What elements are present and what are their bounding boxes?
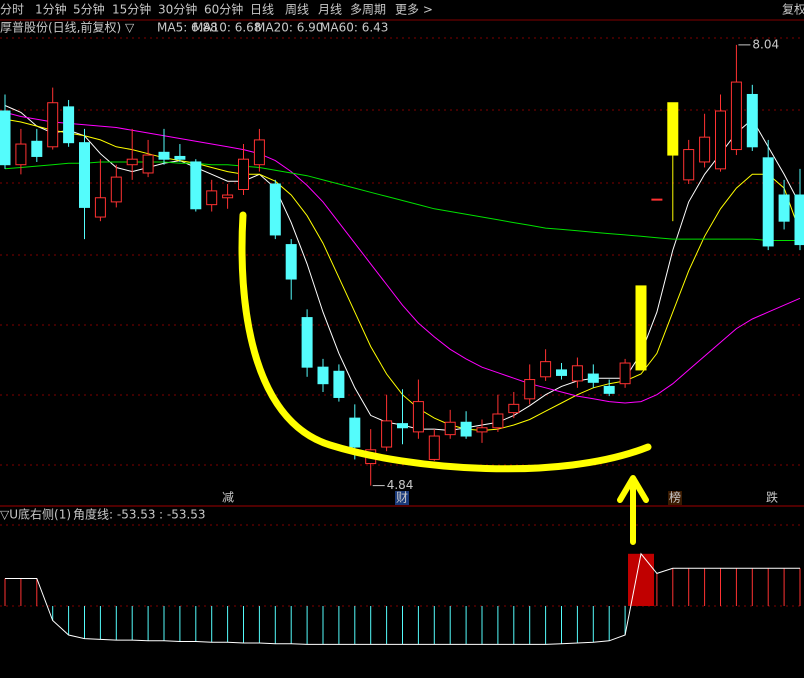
candle-body <box>333 370 345 398</box>
menu-item[interactable]: 多周期 <box>350 3 386 17</box>
candle-body <box>587 373 599 383</box>
candle-body <box>381 420 393 448</box>
candle-body <box>540 361 552 378</box>
candle-body <box>460 421 472 437</box>
candle-body <box>762 157 774 247</box>
candle-body <box>556 369 567 376</box>
menu-item[interactable]: 分时 <box>0 3 24 17</box>
candle-body <box>412 401 424 433</box>
menu-item[interactable]: 复权 <box>782 3 804 17</box>
menu-item[interactable]: 15分钟 <box>112 2 151 17</box>
candle-body <box>603 385 615 394</box>
menu-item[interactable]: 更多 > <box>395 3 433 17</box>
candle-body <box>110 176 122 203</box>
ma-label: MA20: 6.90 <box>255 21 323 35</box>
candle-body <box>349 417 361 448</box>
menu-item[interactable]: 1分钟 <box>35 2 67 17</box>
candle-body <box>651 198 663 201</box>
candle-body <box>746 93 758 148</box>
candle-body <box>238 158 249 190</box>
candle-body <box>699 136 711 163</box>
indicator-line <box>5 552 800 645</box>
candle-body <box>269 183 281 236</box>
candle-body <box>63 106 75 144</box>
high-label: 8.04 <box>752 37 779 51</box>
candle-body <box>0 110 11 166</box>
indicator-line-value: : -53.53 <box>159 508 206 522</box>
event-marker: 财 <box>396 491 408 505</box>
candle-body <box>301 317 313 368</box>
indicator-title: ▽U底右侧(1) <box>0 507 71 522</box>
candle-body <box>667 102 679 156</box>
low-label: 4.84 <box>387 478 414 492</box>
candle-body <box>253 139 265 166</box>
candle-body <box>794 194 804 246</box>
candle-body <box>317 366 329 385</box>
candle-body <box>715 110 726 170</box>
candle-body <box>126 158 138 166</box>
ma-label: MA10: 6.68 <box>193 21 261 35</box>
candle-body <box>635 285 647 371</box>
marker-badge <box>395 491 409 505</box>
menu-item[interactable]: 30分钟 <box>158 2 197 17</box>
event-marker: 榜 <box>669 490 681 505</box>
hand-drawn-curve <box>238 211 652 473</box>
candle-body <box>222 194 234 199</box>
candle-body <box>174 155 186 160</box>
candle-body <box>158 151 170 160</box>
menu-item[interactable]: 5分钟 <box>73 2 105 17</box>
ma-label: MA5: 6.88 <box>157 21 218 35</box>
ma-label: MA60: 6.43 <box>320 21 388 35</box>
ma-line <box>4 111 801 404</box>
candle-body <box>15 143 27 166</box>
indicator-line-label: 角度线: -53.53 <box>73 507 156 522</box>
hand-drawn-arrow <box>617 475 649 545</box>
candle-body <box>730 81 742 151</box>
candle-body <box>524 379 536 400</box>
candle-body <box>206 190 218 206</box>
candle-body <box>397 423 408 429</box>
candle-body <box>79 142 90 208</box>
candle-body <box>47 102 59 148</box>
menu-item[interactable]: 月线 <box>318 3 342 17</box>
candle-body <box>778 194 790 222</box>
candle-body <box>444 421 456 436</box>
candle-body <box>492 413 504 429</box>
candle-body <box>428 435 440 460</box>
candle-body <box>190 161 202 210</box>
candle-body <box>619 362 631 385</box>
candle-body <box>31 140 43 157</box>
candle-body <box>142 154 154 174</box>
candle-body <box>285 244 297 280</box>
marker-badge <box>668 491 682 505</box>
menu-item[interactable]: 日线 <box>250 3 274 17</box>
candle-body <box>571 365 583 382</box>
candle-body <box>476 427 488 433</box>
candle-body <box>94 197 106 218</box>
event-marker: 减 <box>222 491 234 505</box>
menu-item[interactable]: 周线 <box>285 3 309 17</box>
candle-body <box>508 403 520 414</box>
instrument-label: 厚普股份(日线,前复权) ▽ <box>0 20 135 35</box>
event-marker: 跌 <box>766 490 778 505</box>
candle-body <box>683 149 695 181</box>
menu-item[interactable]: 60分钟 <box>204 2 243 17</box>
